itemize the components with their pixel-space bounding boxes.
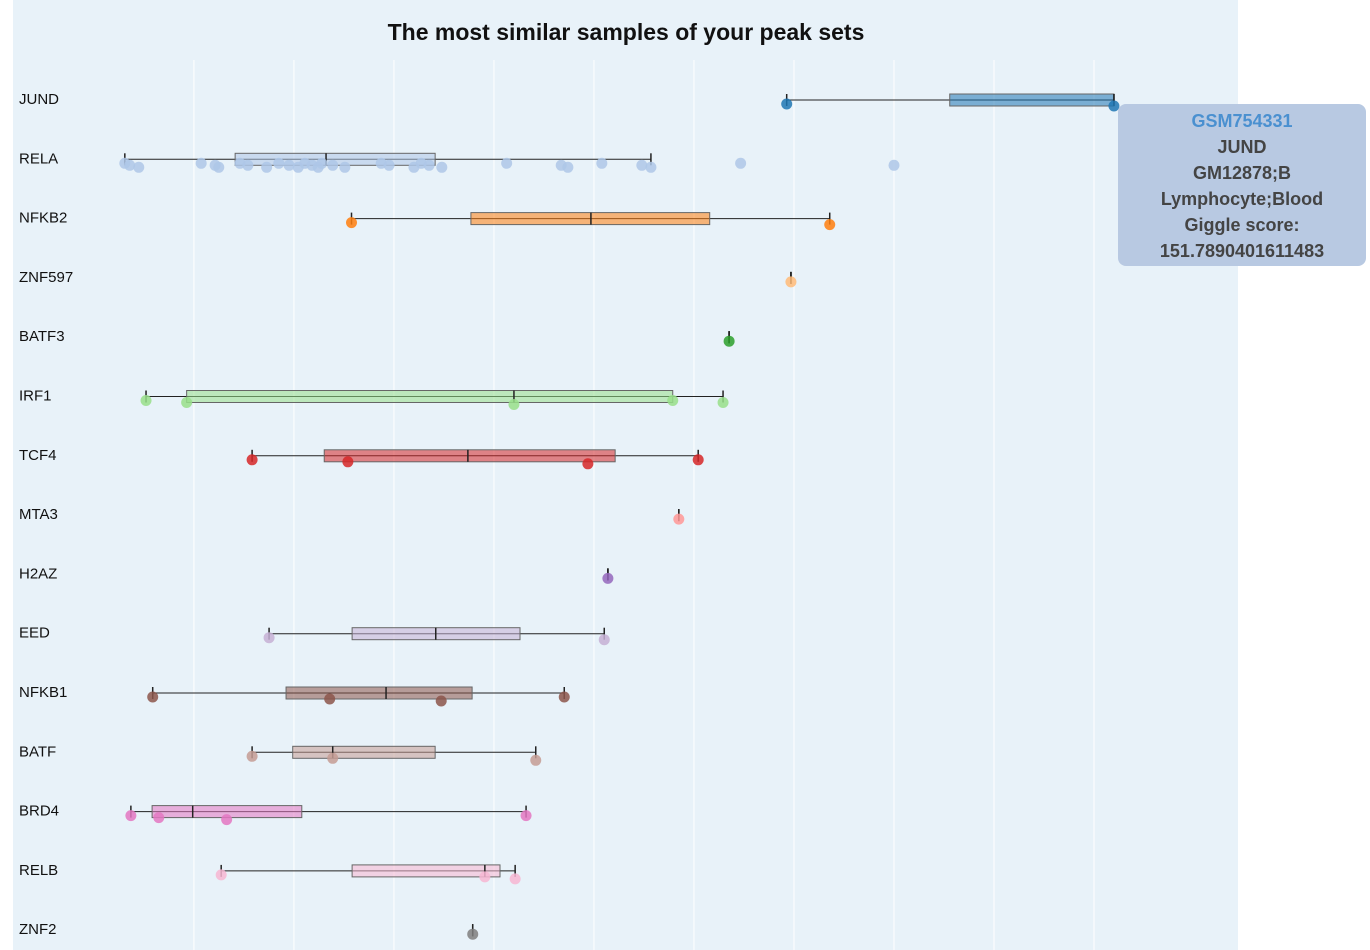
tooltip-tissue: Lymphocyte;Blood	[1160, 189, 1324, 209]
tooltip: GSM754331 JUND GM12878;B Lymphocyte;Bloo…	[1118, 104, 1366, 266]
point	[562, 161, 574, 173]
point	[124, 159, 136, 171]
point	[147, 691, 159, 703]
point	[181, 397, 193, 408]
point	[283, 159, 295, 171]
point	[342, 456, 354, 468]
box	[351, 864, 501, 878]
point	[717, 397, 729, 408]
point	[509, 873, 521, 885]
point	[133, 161, 145, 173]
point	[153, 812, 165, 824]
tooltip-factor: JUND	[1217, 137, 1267, 157]
point	[735, 157, 747, 169]
category-label: ZNF2	[19, 921, 57, 938]
box	[323, 449, 616, 463]
point	[467, 928, 479, 940]
tooltip-score-label: Giggle score:	[1184, 215, 1300, 235]
chart-title: The most similar samples of your peak se…	[388, 19, 865, 45]
point	[246, 454, 258, 466]
point	[888, 159, 900, 171]
point	[723, 335, 735, 347]
point	[673, 513, 685, 525]
point	[1108, 100, 1120, 112]
category-label: TCF4	[19, 447, 57, 464]
box	[292, 745, 436, 759]
point	[692, 454, 704, 466]
point	[327, 752, 339, 764]
tooltip-cell: GM12878;B	[1192, 163, 1292, 183]
point	[667, 395, 679, 406]
point	[435, 695, 447, 707]
point	[213, 161, 225, 173]
point	[246, 750, 258, 762]
point	[436, 161, 448, 173]
point	[327, 159, 339, 171]
category-label: BRD4	[19, 803, 59, 820]
point	[242, 159, 254, 171]
point	[508, 399, 520, 410]
point	[582, 458, 594, 470]
point	[520, 810, 532, 822]
point	[596, 157, 608, 169]
point	[261, 161, 273, 173]
category-label: EED	[19, 625, 50, 642]
category-label: ZNF597	[19, 269, 73, 286]
category-label: H2AZ	[19, 565, 57, 582]
point	[215, 869, 227, 881]
box	[949, 93, 1115, 107]
point	[195, 157, 207, 169]
point	[781, 98, 793, 110]
point	[785, 276, 797, 288]
category-label: NFKB2	[19, 210, 67, 227]
point	[423, 159, 435, 171]
point	[339, 161, 351, 173]
point	[383, 159, 395, 171]
point	[824, 219, 836, 231]
point	[530, 754, 542, 766]
tooltip-sample: GSM754331	[1191, 111, 1293, 131]
point	[602, 572, 614, 584]
category-label: MTA3	[19, 506, 58, 523]
tooltip-score: 151.7890401611483	[1159, 241, 1325, 261]
point	[479, 871, 491, 883]
point	[501, 157, 513, 169]
point	[263, 632, 275, 644]
point	[221, 814, 233, 826]
point	[346, 217, 358, 229]
point	[316, 157, 328, 169]
point	[636, 159, 648, 171]
point	[324, 693, 336, 705]
category-label: BATF	[19, 743, 56, 760]
box	[186, 390, 674, 403]
point	[125, 810, 137, 822]
point	[558, 691, 570, 703]
category-label: IRF1	[19, 387, 52, 404]
point	[140, 395, 152, 406]
point	[598, 634, 610, 646]
category-label: RELB	[19, 862, 58, 879]
category-label: BATF3	[19, 328, 65, 345]
plot-background	[13, 0, 1238, 950]
point	[645, 161, 657, 173]
point	[273, 157, 285, 169]
category-label: JUND	[19, 91, 59, 108]
category-label: NFKB1	[19, 684, 67, 701]
category-label: RELA	[19, 150, 58, 167]
